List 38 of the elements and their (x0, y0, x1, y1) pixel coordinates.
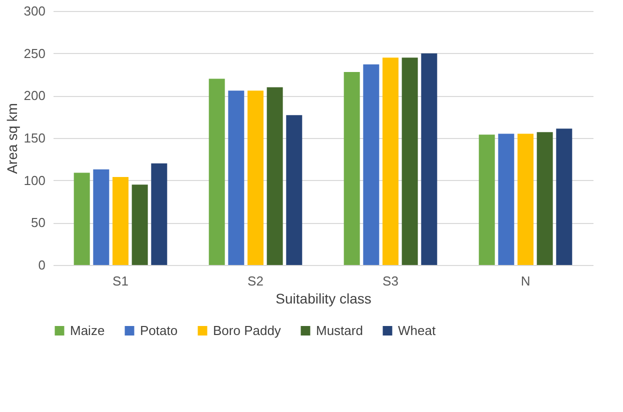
bar (248, 90, 264, 265)
bar (132, 184, 148, 265)
bar (344, 72, 360, 265)
bar (112, 176, 128, 265)
bar (518, 134, 534, 265)
bar (402, 58, 418, 265)
legend-label: Potato (140, 322, 178, 338)
bar (93, 169, 110, 265)
y-tick-label: 150 (24, 130, 46, 146)
bar (382, 58, 398, 265)
y-tick-label: 0 (38, 258, 46, 272)
bar (286, 115, 302, 265)
bar (498, 134, 514, 265)
bar (363, 64, 380, 265)
x-tick-label: S1 (112, 274, 128, 288)
bar (556, 128, 572, 265)
y-tick-label: 250 (24, 46, 46, 61)
y-tick-label: 50 (31, 215, 46, 230)
bar (151, 163, 168, 265)
y-tick-label: 200 (24, 88, 46, 104)
x-tick-label: S2 (248, 274, 264, 288)
bar (74, 172, 90, 265)
legend-label: Boro Paddy (213, 322, 282, 338)
legend-label: Wheat (398, 322, 436, 338)
x-axis-title: Suitability class (276, 290, 372, 306)
x-tick-label: S3 (382, 274, 398, 288)
x-tick-label: N (520, 274, 530, 288)
y-axis-title: Area sq km (4, 103, 20, 174)
legend-label: Maize (70, 322, 105, 338)
y-tick-label: 300 (24, 4, 46, 18)
bar (266, 87, 283, 265)
y-tick-label: 100 (24, 172, 46, 188)
bar (228, 90, 244, 265)
bar (478, 134, 495, 265)
bar (536, 132, 553, 265)
legend-label: Mustard (316, 322, 363, 338)
bar (421, 53, 438, 265)
bar (208, 78, 225, 265)
